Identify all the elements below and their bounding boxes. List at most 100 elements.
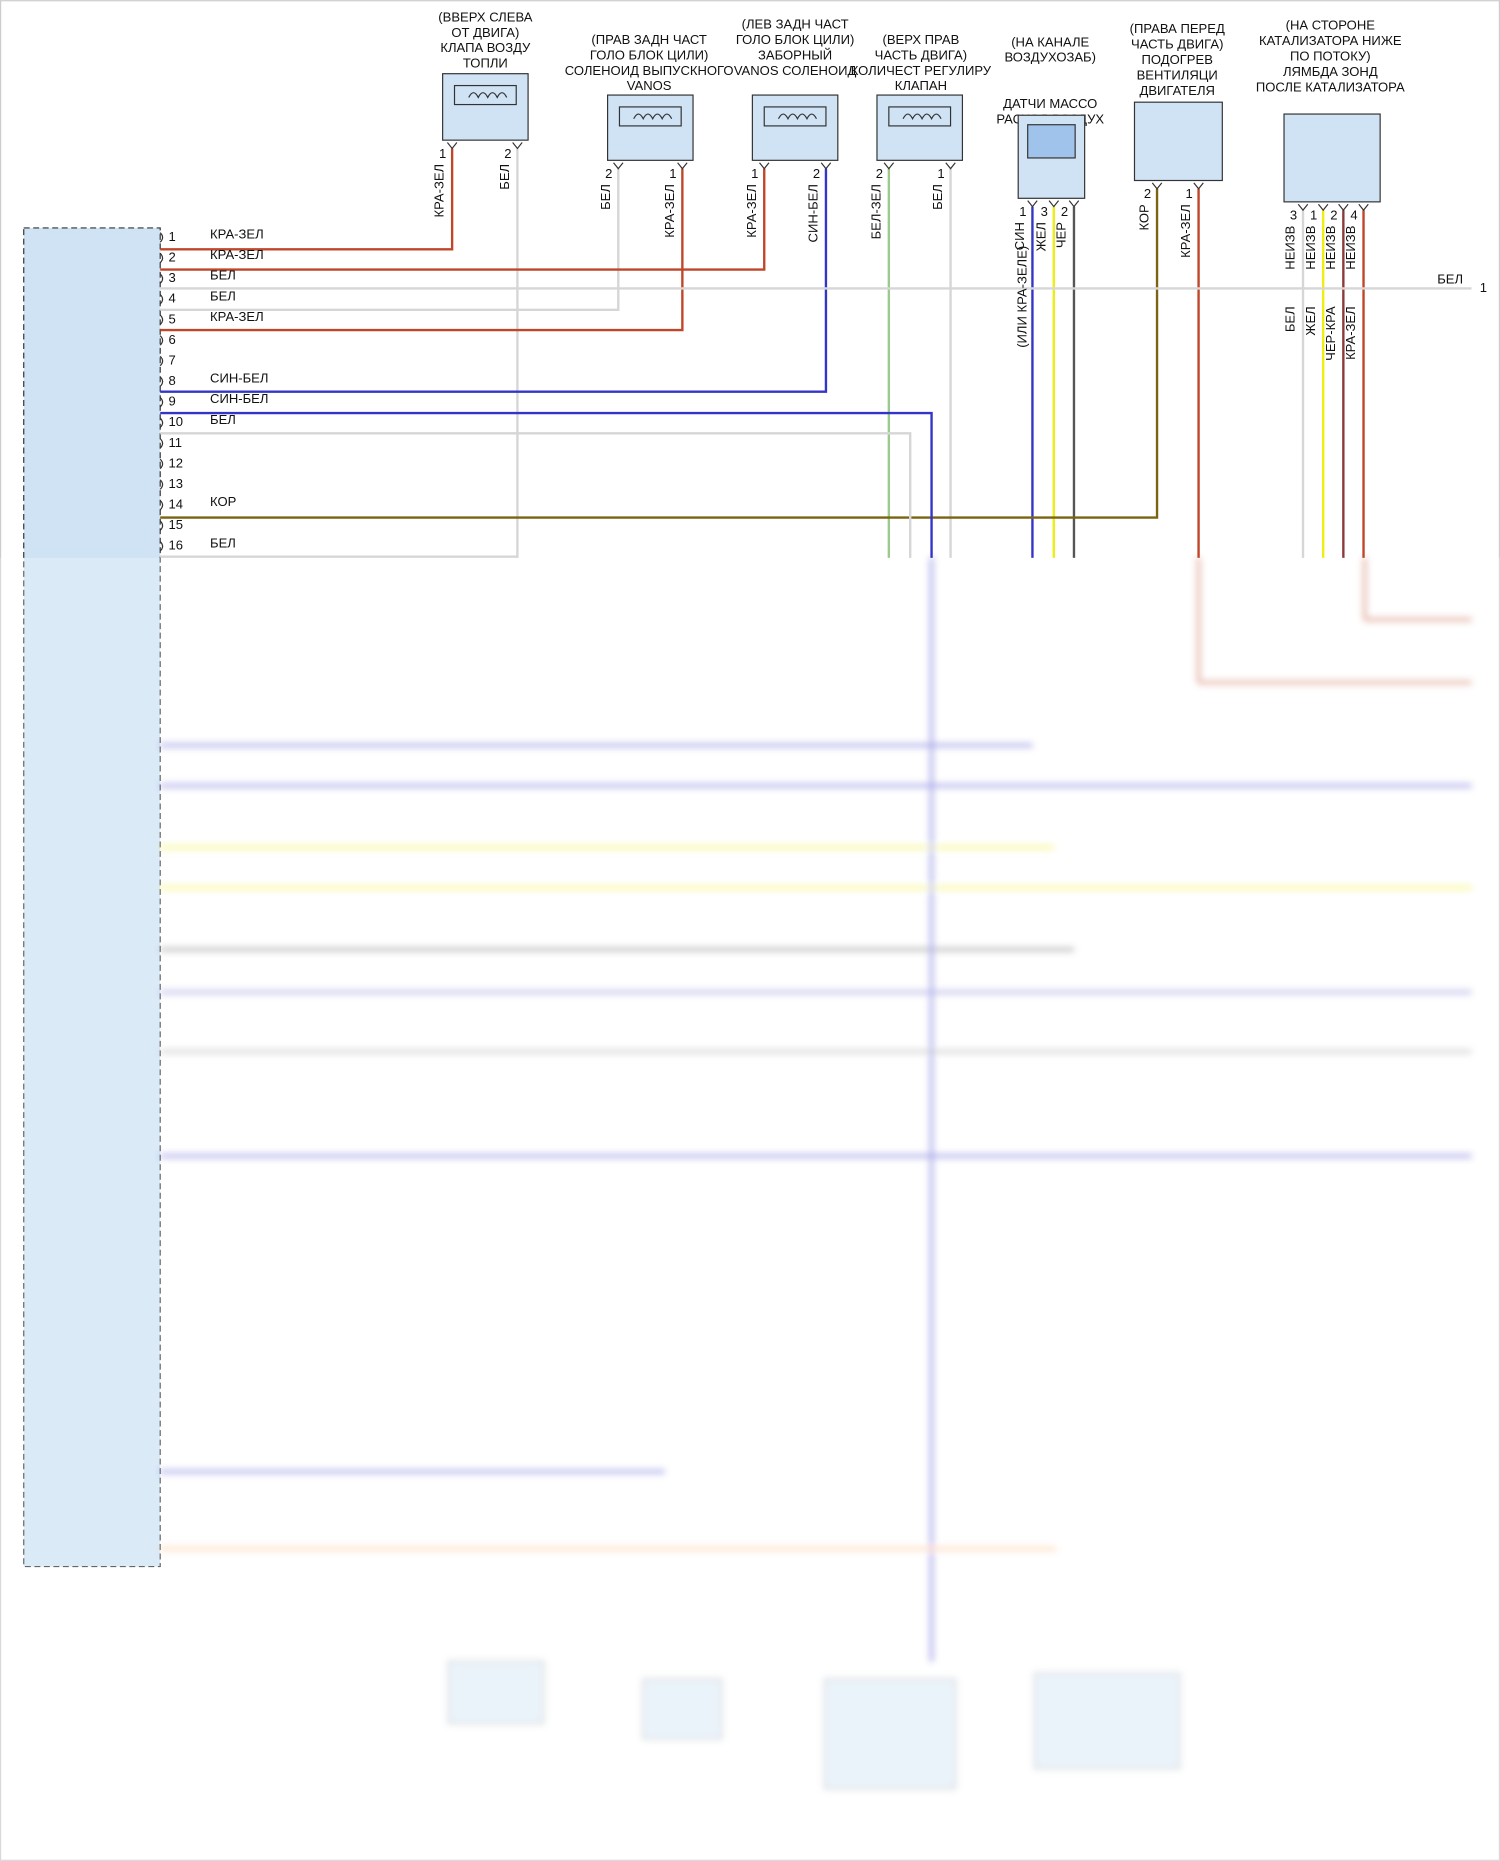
wire-label: КОР bbox=[1137, 204, 1152, 231]
pin-hook bbox=[159, 438, 164, 449]
ecu-wire-label: БЕЛ bbox=[210, 412, 236, 427]
wire-label: ЧЕР-КРА bbox=[1323, 306, 1338, 361]
pin-num: 2 bbox=[813, 166, 820, 181]
ecu-pin-num: 14 bbox=[169, 497, 184, 512]
ecu-pin-num: 12 bbox=[169, 455, 184, 470]
wire-label: БЕЛ bbox=[598, 184, 613, 210]
wire bbox=[160, 411, 933, 558]
coil-box bbox=[453, 84, 517, 106]
pin-hook bbox=[159, 294, 164, 305]
wire-label: СИН-БЕЛ bbox=[806, 184, 821, 242]
pin-arrow bbox=[759, 162, 770, 170]
ecu-wire-label: СИН-БЕЛ bbox=[210, 391, 268, 406]
pin-hook bbox=[159, 458, 164, 470]
wire-label: НЕИЗВ bbox=[1323, 225, 1338, 269]
pin-hook bbox=[159, 252, 164, 264]
blurred-area bbox=[160, 557, 1472, 1790]
component-label: ДВИГАТЕЛЯ bbox=[1139, 83, 1214, 98]
terminal-num: 1 bbox=[1480, 280, 1487, 295]
wire-note: (ИЛИ КРА-ЗЕЛЕ) bbox=[1014, 246, 1029, 348]
pin-num: 3 bbox=[1290, 208, 1297, 223]
wire bbox=[160, 168, 766, 271]
pin-arrow bbox=[1151, 182, 1163, 190]
component-label: (НА СТОРОНЕ bbox=[1286, 18, 1376, 33]
pin-num: 1 bbox=[1185, 186, 1192, 201]
pin-num: 1 bbox=[751, 166, 758, 181]
component-label: ПОДОГРЕВ bbox=[1142, 52, 1214, 67]
component-label: ПОСЛЕ КАТАЛИЗАТОРА bbox=[1256, 79, 1405, 94]
pin-hook bbox=[159, 335, 164, 346]
pin-arrow bbox=[945, 162, 956, 170]
pin-num: 1 bbox=[669, 166, 676, 181]
component-box bbox=[751, 94, 839, 161]
component-label: ЗАБОРНЫЙ bbox=[758, 47, 832, 62]
wire-label: КРА-ЗЕЛ bbox=[1178, 204, 1193, 258]
component-label: ОТ ДВИГА) bbox=[451, 25, 519, 40]
pin-num: 2 bbox=[504, 146, 511, 161]
component-label: ПО ПОТОКУ) bbox=[1290, 49, 1371, 64]
ecu-pin-num: 4 bbox=[169, 291, 176, 306]
pin-num: 1 bbox=[937, 166, 944, 181]
pin-arrow bbox=[512, 142, 523, 150]
pin-arrow bbox=[677, 162, 688, 170]
pin-hook bbox=[159, 355, 164, 367]
component-label: (ВВЕРХ СЛЕВА bbox=[438, 9, 532, 24]
coil-box bbox=[888, 106, 952, 127]
ecu-pin-num: 8 bbox=[169, 373, 176, 388]
wire-label: БЕЛ bbox=[1283, 306, 1298, 332]
component-label: КОЛИЧЕСТ РЕГУЛИРУ bbox=[851, 63, 992, 78]
component-label: (НА КАНАЛЕ bbox=[1011, 34, 1089, 49]
wire bbox=[160, 168, 684, 332]
component-box bbox=[876, 94, 964, 161]
ecu-wire-label: КРА-ЗЕЛ bbox=[210, 227, 264, 242]
wire-label: ЧЕР bbox=[1054, 222, 1069, 248]
coil-box bbox=[763, 106, 827, 127]
wire-label: КРА-ЗЕЛ bbox=[662, 184, 677, 238]
wire-label: КРА-ЗЕЛ bbox=[432, 164, 447, 218]
coil-box bbox=[618, 106, 682, 127]
wire bbox=[160, 188, 1159, 519]
ecu-pin-num: 9 bbox=[169, 394, 176, 409]
ecu-wire-label: КОР bbox=[210, 494, 237, 509]
ecu-pin-num: 3 bbox=[169, 270, 176, 285]
wire bbox=[160, 168, 828, 393]
wire-label: ЖЕЛ bbox=[1303, 306, 1318, 335]
pin-hook bbox=[159, 232, 164, 243]
ecu-pin-num: 2 bbox=[169, 250, 176, 265]
pin-num: 1 bbox=[439, 146, 446, 161]
pin-num: 1 bbox=[1310, 208, 1317, 223]
pin-arrow bbox=[1068, 200, 1080, 208]
pin-hook bbox=[159, 499, 164, 511]
component-label: КАТАЛИЗАТОРА НИЖЕ bbox=[1259, 33, 1402, 48]
pin-hook bbox=[159, 314, 164, 325]
component-label: ВЕНТИЛЯЦИ bbox=[1137, 68, 1218, 83]
wire-label: СИН bbox=[1012, 222, 1027, 250]
component-label: VANOS СОЛЕНОИД bbox=[734, 63, 857, 78]
ecu-box bbox=[23, 227, 161, 1568]
ecu-pin-num: 13 bbox=[169, 476, 184, 491]
ecu-wire-label: КРА-ЗЕЛ bbox=[210, 247, 264, 262]
component-label: VANOS bbox=[627, 78, 672, 93]
pin-num: 1 bbox=[1019, 204, 1026, 219]
component-label: КЛАПАН bbox=[895, 78, 947, 93]
ecu-wire-label: БЕЛ bbox=[210, 535, 236, 550]
component-label: ГОЛО БЛОК ЦИЛИ) bbox=[590, 47, 708, 62]
component-label: ВОЗДУХОЗАБ) bbox=[1004, 50, 1095, 65]
pin-hook bbox=[159, 520, 164, 531]
wire-label: КРА-ЗЕЛ bbox=[1343, 306, 1358, 360]
ecu-pin-num: 11 bbox=[169, 435, 183, 450]
wire-label: БЕЛ-ЗЕЛ bbox=[868, 184, 883, 239]
pin-arrow bbox=[1027, 200, 1038, 208]
pin-arrow bbox=[613, 162, 624, 170]
pin-arrow bbox=[446, 142, 458, 150]
pin-hook bbox=[159, 376, 164, 387]
ecu-pin-num: 15 bbox=[169, 517, 184, 532]
wire-label: НЕИЗВ bbox=[1283, 225, 1298, 269]
pin-arrow bbox=[883, 162, 895, 170]
wire-label: ЖЕЛ bbox=[1033, 222, 1048, 251]
pin-num: 2 bbox=[1330, 208, 1337, 223]
wire-label: КРА-ЗЕЛ bbox=[744, 184, 759, 238]
wire-label: БЕЛ bbox=[930, 184, 945, 210]
sensor-element bbox=[1027, 124, 1076, 159]
